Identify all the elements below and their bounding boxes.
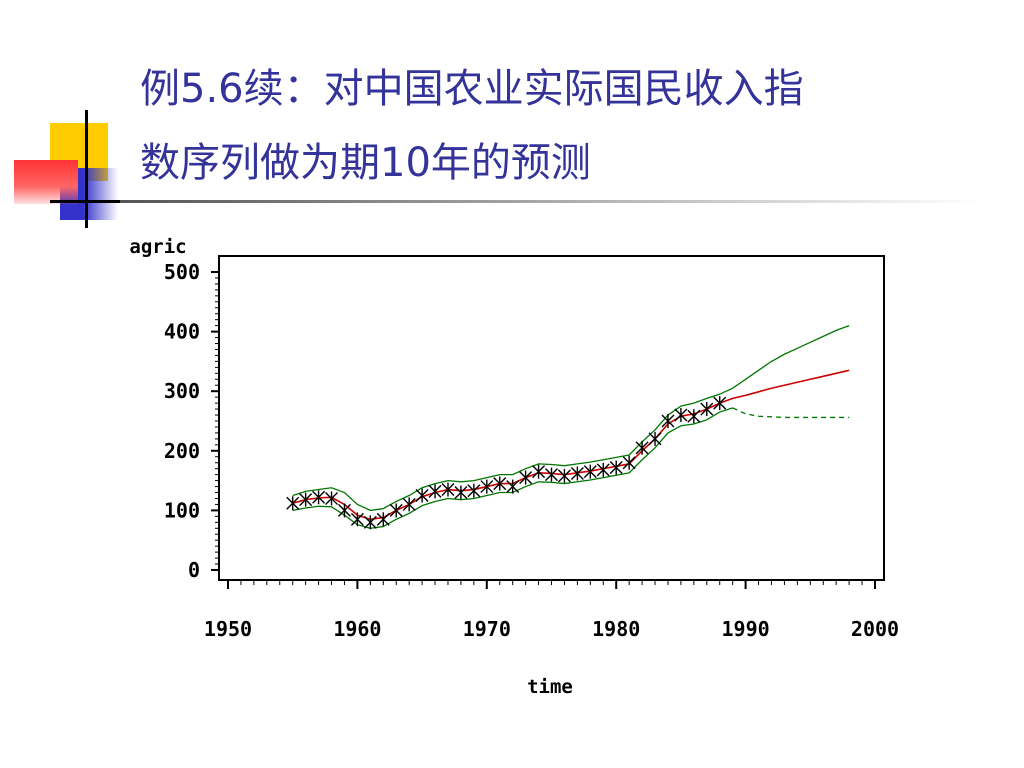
observed-point (441, 482, 455, 497)
slide-title-line1: 例5.6续：对中国农业实际国民收入指 (140, 66, 804, 112)
observed-point (596, 462, 610, 477)
deco-horizontal-line (50, 200, 140, 203)
x-tick-label: 1990 (722, 617, 770, 641)
observed-point (674, 408, 688, 423)
observed-point (648, 431, 662, 446)
series-forecast (292, 369, 850, 521)
observed-point (376, 512, 390, 527)
slide-title-line2: 数序列做为期10年的预测 (140, 140, 591, 186)
observed-point (299, 492, 313, 507)
deco-red-square (14, 160, 78, 204)
x-tick-label: 1970 (463, 617, 511, 641)
observed-point (350, 512, 364, 527)
x-axis-label: time (527, 676, 573, 698)
observed-point (609, 460, 623, 475)
observed-point (402, 497, 416, 512)
observed-point (583, 464, 597, 479)
y-axis: 0 100 200 300 400 500 (164, 260, 219, 582)
y-tick-label: 200 (164, 439, 200, 463)
observed-point (363, 515, 377, 530)
observed-markers (286, 396, 727, 530)
title-underline (120, 200, 980, 203)
y-axis-label: agric (129, 236, 186, 258)
observed-point (480, 479, 494, 494)
observed-point (454, 485, 468, 500)
series-layer (292, 325, 850, 529)
series-lower-bound-forecast (732, 407, 850, 419)
y-tick-label: 400 (164, 320, 200, 344)
observed-point (325, 491, 339, 506)
observed-point (532, 464, 546, 479)
plot-frame (218, 255, 885, 581)
observed-point (415, 488, 429, 503)
observed-point (622, 455, 636, 470)
y-tick-label: 300 (164, 379, 200, 403)
observed-point (467, 483, 481, 498)
y-tick-label: 500 (164, 260, 200, 284)
observed-point (286, 496, 300, 511)
observed-point (428, 484, 442, 499)
deco-vertical-line (85, 110, 88, 228)
x-axis: 1950 1960 1970 1980 1990 2000 (204, 580, 899, 641)
series-upper-bound (292, 325, 850, 512)
observed-point (713, 396, 727, 411)
observed-point (519, 470, 533, 485)
x-tick-label: 2000 (851, 617, 899, 641)
observed-point (557, 468, 571, 483)
x-tick-label: 1950 (204, 617, 252, 641)
observed-point (545, 467, 558, 482)
observed-point (506, 479, 520, 494)
y-tick-label: 100 (164, 498, 200, 522)
observed-point (337, 503, 351, 518)
observed-point (493, 476, 507, 491)
observed-point (687, 409, 701, 424)
observed-point (389, 503, 403, 518)
slide-title: 例5.6续：对中国农业实际国民收入指 数序列做为期10年的预测 (140, 52, 1000, 200)
y-tick-label: 0 (188, 558, 200, 582)
x-tick-label: 1960 (333, 617, 381, 641)
observed-point (570, 466, 584, 481)
observed-point (635, 440, 649, 455)
observed-point (312, 490, 326, 505)
observed-point (700, 402, 714, 417)
observed-point (661, 414, 675, 428)
x-tick-label: 1980 (592, 617, 640, 641)
